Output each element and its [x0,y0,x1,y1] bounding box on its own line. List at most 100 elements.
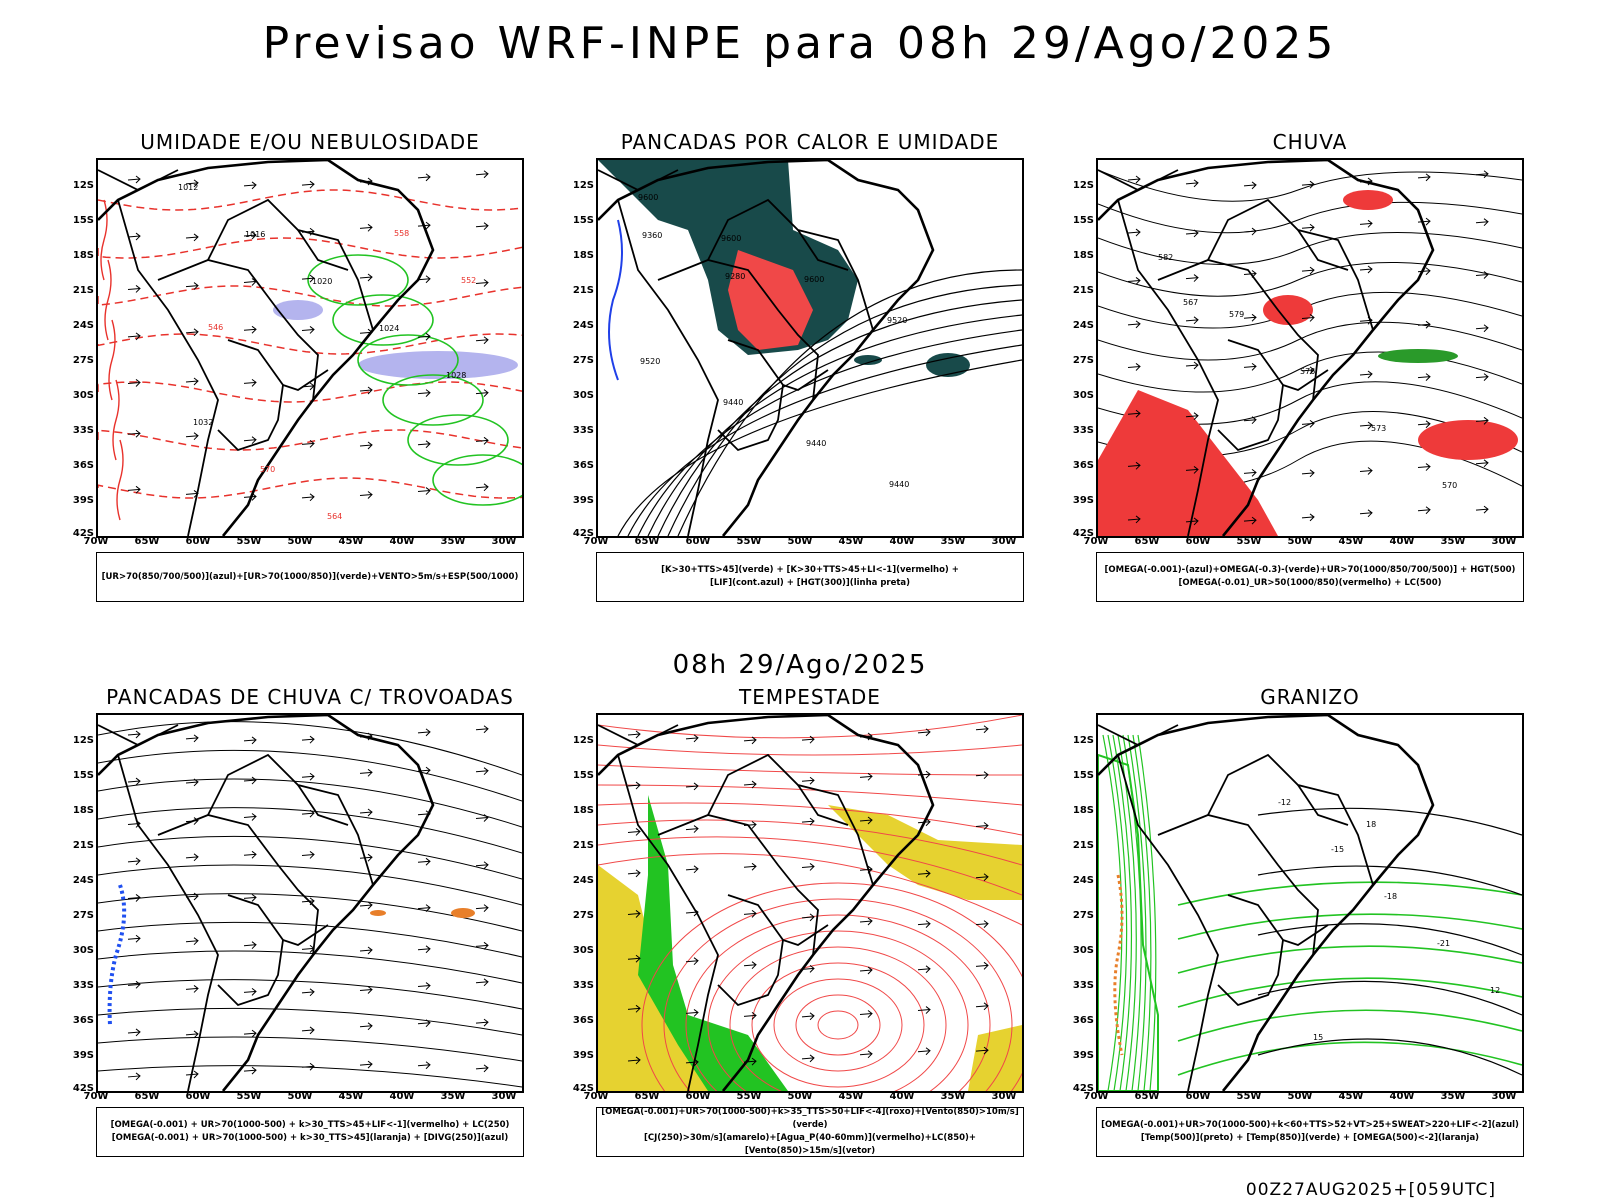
streamline-lc850 [598,744,1022,756]
longitude-tick-label: 35W [940,1091,966,1102]
streamline-lc850 [663,898,1013,1091]
country-border [657,814,819,956]
longitude-tick-label: 70W [1083,536,1109,547]
flow-arrow [1301,513,1315,522]
hgt500-contour [1098,169,1522,202]
latitude-tick-label: 21S [72,840,94,851]
longitude-tick-label: 60W [685,1091,711,1102]
contour-label: 9360 [642,231,662,240]
flow-arrow [475,389,489,397]
flow-arrow [975,1046,989,1055]
divergence-area-blue [107,884,127,1026]
longitude-tick-label: 55W [236,1091,262,1102]
latitude-tick-label: 39S [1072,1050,1094,1061]
map-panel: TEMPESTADE 12S 15S 18S 21S 24S 27S 30S 33S 36S 39S… [570,685,1050,1175]
hgt300-contour [637,329,1022,536]
legend-line: [LIF](cont.azul) + [HGT(300)](linha pret… [709,578,911,588]
flow-arrow [859,1010,873,1018]
longitude-tick-label: 40W [389,536,415,547]
flow-arrow [185,853,199,862]
flow-arrow [475,483,489,492]
latitude-tick-label: 18S [72,250,94,261]
legend-box: [OMEGA(-0.001)-(azul)+OMEGA(-0.3)-(verde… [1096,552,1524,602]
flow-arrow [1127,228,1141,237]
flow-arrow [127,934,141,943]
flow-arrow [627,910,641,918]
longitude-tick-label: 40W [889,536,915,547]
latitude-tick-label: 12S [572,735,594,746]
flow-arrow [359,768,373,777]
flow-arrow [1127,277,1141,285]
latitude-tick-label: 36S [572,1015,594,1026]
flow-arrow [685,957,699,966]
main-title: Previsao WRF-INPE para 08h 29/Ago/2025 [262,18,1338,69]
contour-label: 582 [1158,253,1173,262]
flow-arrow [627,954,641,963]
contour-label: 1020 [312,277,332,286]
hgt500-contour [1098,262,1522,297]
flow-arrow [301,326,315,334]
latitude-tick-label: 15S [572,215,594,226]
map-frame: -12 -15 -18 -21 12 15 18 [1096,713,1524,1093]
lif-contour-blue [608,219,623,381]
flow-arrow [359,1022,373,1031]
country-border [598,169,679,192]
longitude-tick-label: 60W [1185,1091,1211,1102]
humidity-contour-green [407,414,509,466]
flow-arrow [1417,320,1431,329]
flow-arrow [185,179,199,188]
flow-arrow [243,1029,257,1038]
temp850-contour-green [1177,945,1522,974]
streamline-lc250 [98,1036,522,1062]
latitude-tick-label: 33S [72,980,94,991]
flow-arrow [475,978,489,987]
flow-arrow [127,332,141,341]
hgt300-contour [627,344,1022,536]
flow-arrow [185,282,199,290]
country-border [797,784,849,826]
coastal-red-contour [104,259,112,341]
streamline-lc850 [751,962,925,1088]
flow-arrow [975,920,989,928]
longitude-tick-label: 65W [1134,1091,1160,1102]
streamline-lc250 [98,835,522,880]
country-border [617,199,719,536]
contour-label: 579 [1229,310,1244,319]
country-border [282,924,329,946]
flow-arrow [1127,363,1141,371]
streamline-lc850 [729,946,947,1091]
flow-arrow [1301,419,1315,428]
panel-title: CHUVA [1272,130,1348,154]
flow-arrow [685,1009,699,1017]
latitude-tick-label: 27S [1072,910,1094,921]
flow-arrow [801,735,815,744]
wind850-area-green [638,795,788,1091]
flow-arrow [1127,461,1141,470]
coastal-red-contour [108,319,116,401]
coastal-red-contour [116,439,124,521]
latitude-tick-label: 39S [1072,495,1094,506]
country-border [1217,894,1284,1007]
longitude-tick-label: 30W [991,536,1017,547]
flow-arrow [417,1019,431,1028]
flow-arrow [1475,271,1489,279]
legend-line: [OMEGA(-0.001)-(azul)+OMEGA(-0.3)-(verde… [1104,565,1516,575]
latitude-tick-label: 12S [72,180,94,191]
thickness-contour [98,237,522,259]
flow-arrow [127,777,141,786]
latitude-tick-label: 39S [572,495,594,506]
temp500-contour [1257,807,1522,836]
longitude-tick-label: 35W [440,536,466,547]
legend-line: [CJ(250)>30m/s](amarelo)+[Agua_P(40-60mm… [643,1133,977,1156]
streamline-lc250 [98,950,522,984]
contour-label: 9280 [725,272,745,281]
legend-box: [K>30+TTS>45](verde) + [K>30+TTS>45+LI<-… [596,552,1024,602]
streamline-lc250 [98,864,522,906]
jet-area-yellow [828,805,1022,900]
contour-label: -15 [1331,845,1344,854]
map-canvas [598,715,1022,1091]
flow-arrow [475,222,489,231]
longitude-tick-label: 60W [1185,536,1211,547]
flow-arrow [1243,313,1257,322]
longitude-tick-label: 55W [1236,1091,1262,1102]
